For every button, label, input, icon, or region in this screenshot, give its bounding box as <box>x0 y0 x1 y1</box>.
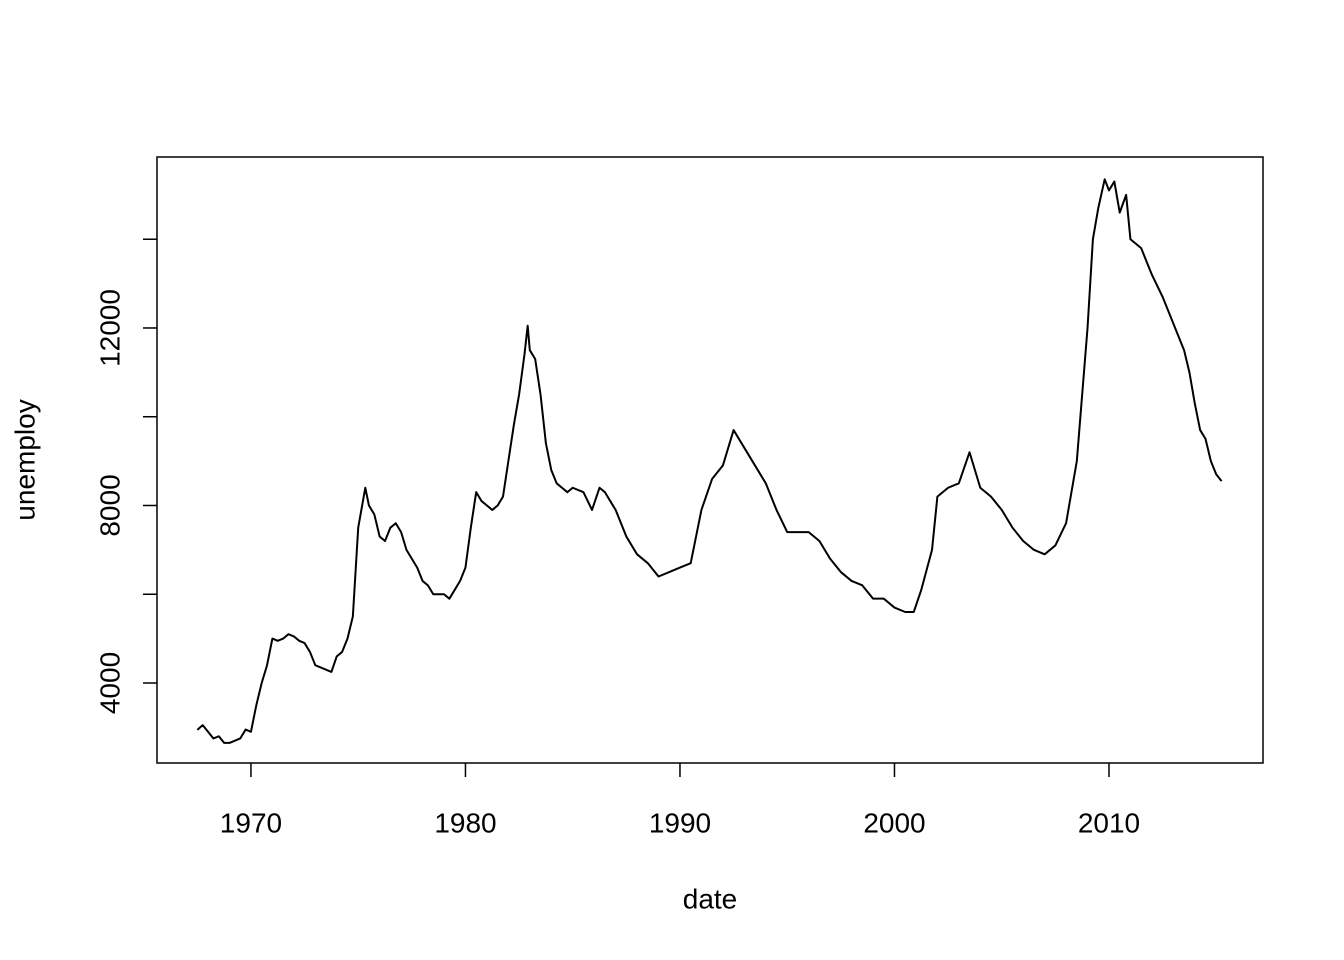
y-tick-label: 12000 <box>94 289 125 367</box>
plot-frame <box>156 156 1264 764</box>
y-tick-label: 4000 <box>94 652 125 714</box>
x-tick-label: 2000 <box>863 807 925 838</box>
x-axis-label: date <box>683 883 738 914</box>
x-tick-label: 1990 <box>649 807 711 838</box>
x-tick-label: 2010 <box>1078 807 1140 838</box>
data-line <box>196 178 1223 744</box>
x-tick-label: 1980 <box>434 807 496 838</box>
y-tick-label: 8000 <box>94 474 125 536</box>
y-axis-label: unemploy <box>9 399 40 520</box>
x-tick-label: 1970 <box>220 807 282 838</box>
